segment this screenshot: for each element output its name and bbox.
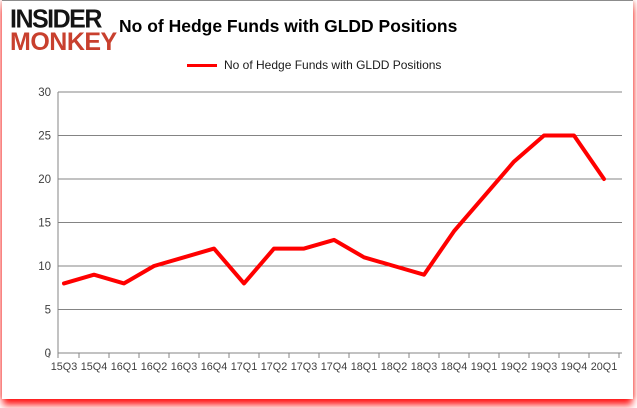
x-axis-tick-label: 18Q2 bbox=[381, 361, 407, 373]
y-axis-tick-label: 25 bbox=[38, 131, 51, 143]
x-axis-tick-label: 18Q1 bbox=[351, 361, 377, 373]
chart-card: INSIDER MONKEY No of Hedge Funds with GL… bbox=[2, 0, 633, 399]
x-axis-tick-label: 16Q2 bbox=[141, 361, 167, 373]
x-axis-tick-label: 19Q3 bbox=[531, 361, 557, 373]
legend-label: No of Hedge Funds with GLDD Positions bbox=[224, 58, 442, 72]
y-axis-tick-label: 15 bbox=[38, 218, 51, 230]
x-axis-tick-label: 15Q4 bbox=[81, 361, 107, 373]
x-axis-tick-label: 18Q3 bbox=[411, 361, 437, 373]
x-axis-tick-label: 17Q2 bbox=[261, 361, 287, 373]
legend: No of Hedge Funds with GLDD Positions bbox=[187, 58, 441, 72]
chart-title: No of Hedge Funds with GLDD Positions bbox=[119, 16, 458, 36]
y-axis-tick-label: 30 bbox=[38, 87, 51, 99]
x-axis-tick-label: 15Q3 bbox=[51, 361, 77, 373]
x-axis-tick-label: 19Q1 bbox=[471, 361, 497, 373]
x-axis-tick-label: 17Q3 bbox=[291, 361, 317, 373]
x-axis-tick-label: 19Q4 bbox=[561, 361, 587, 373]
x-axis-tick-label: 17Q1 bbox=[231, 361, 257, 373]
y-axis-tick-label: 20 bbox=[38, 174, 51, 186]
y-axis-tick-label: 5 bbox=[45, 305, 51, 317]
y-axis-tick-label: 0 bbox=[45, 348, 51, 360]
logo-insider-text: INSIDER bbox=[10, 4, 102, 34]
x-axis-tick-label: 16Q1 bbox=[111, 361, 137, 373]
series-line bbox=[62, 133, 606, 286]
logo-monkey-text: MONKEY bbox=[10, 27, 117, 56]
y-axis-tick-label: 10 bbox=[38, 261, 51, 273]
x-axis-tick-label: 16Q3 bbox=[171, 361, 197, 373]
line-chart-svg: 0 5 10 15 20 25 30 15Q3 15Q4 16Q1 16Q2 16Q3 16Q4 17Q1… bbox=[38, 87, 622, 373]
legend-line-swatch bbox=[187, 63, 217, 67]
x-axis-tick-label: 16Q4 bbox=[201, 361, 227, 373]
insider-monkey-logo: INSIDER MONKEY bbox=[10, 4, 117, 56]
x-axis-tick-label: 17Q4 bbox=[321, 361, 347, 373]
x-axis-tick-label: 18Q4 bbox=[441, 361, 467, 373]
x-axis-tick-label: 19Q2 bbox=[501, 361, 527, 373]
x-axis-tick-label: 20Q1 bbox=[591, 361, 617, 373]
